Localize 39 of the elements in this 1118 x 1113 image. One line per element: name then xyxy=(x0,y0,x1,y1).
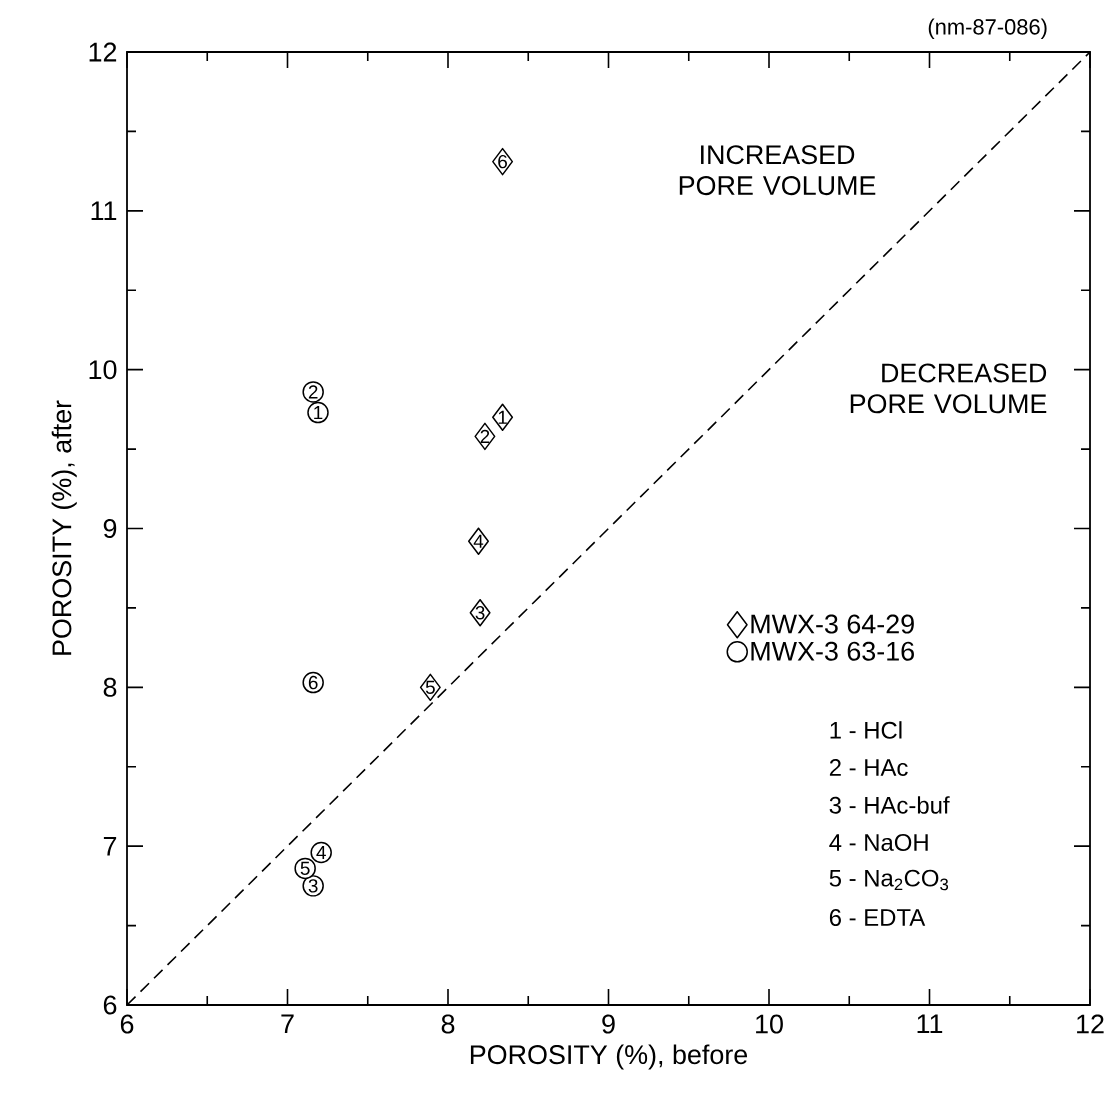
annotation: 5 xyxy=(425,680,435,694)
annotation: 3 xyxy=(308,879,318,893)
annotation: 4 xyxy=(316,846,326,860)
annotation: INCREASED PORE VOLUME xyxy=(679,145,876,196)
legend-label: MWX-3 63-16 xyxy=(751,641,914,661)
y-tick-label: 6 xyxy=(103,995,117,1015)
annotation: 1 xyxy=(498,410,507,424)
annotation: DECREASED PORE VOLUME xyxy=(850,363,1047,414)
annotation: 6 xyxy=(308,675,318,690)
annotation: 1 - HCl xyxy=(830,721,902,739)
y-tick-label: 10 xyxy=(89,360,117,380)
x-tick-label: 10 xyxy=(756,1014,783,1034)
text: (nm-87-086) xyxy=(928,18,1047,39)
annotation: 1 xyxy=(314,406,323,420)
x-tick-label: 7 xyxy=(281,1014,294,1034)
annotation: 5 - Na$_{2}$CO$_{3}$ xyxy=(829,869,949,891)
x-tick-label: 11 xyxy=(917,1014,943,1034)
annotation: 2 xyxy=(480,429,490,443)
annotation: 4 - NaOH xyxy=(829,834,928,851)
x-tick-label: 6 xyxy=(120,1014,134,1034)
annotation: 4 xyxy=(473,534,484,548)
y-tick-label: 11 xyxy=(91,201,117,221)
annotation: 6 xyxy=(498,154,507,169)
y-axis-title: POROSITY (%), after xyxy=(51,400,77,655)
annotation: 3 - HAc-buf xyxy=(829,796,950,814)
y-tick-label: 9 xyxy=(103,518,117,539)
annotation: 2 xyxy=(308,385,318,399)
x-tick-label: 9 xyxy=(602,1014,615,1034)
annotation: 2 - HAc xyxy=(829,759,908,776)
annotation: 5 xyxy=(300,861,310,876)
annotation: 6 - EDTA xyxy=(829,909,926,926)
y-tick-label: 8 xyxy=(103,677,117,697)
x-tick-label: 8 xyxy=(441,1014,455,1034)
y-tick-label: 7 xyxy=(103,836,117,856)
x-axis-title: POROSITY (%), before xyxy=(470,1044,748,1070)
legend-label: MWX-3 64-29 xyxy=(751,614,914,634)
y-tick-label: 12 xyxy=(89,42,117,62)
x-tick-label: 12 xyxy=(1077,1014,1104,1034)
annotation: 3 xyxy=(475,605,485,620)
